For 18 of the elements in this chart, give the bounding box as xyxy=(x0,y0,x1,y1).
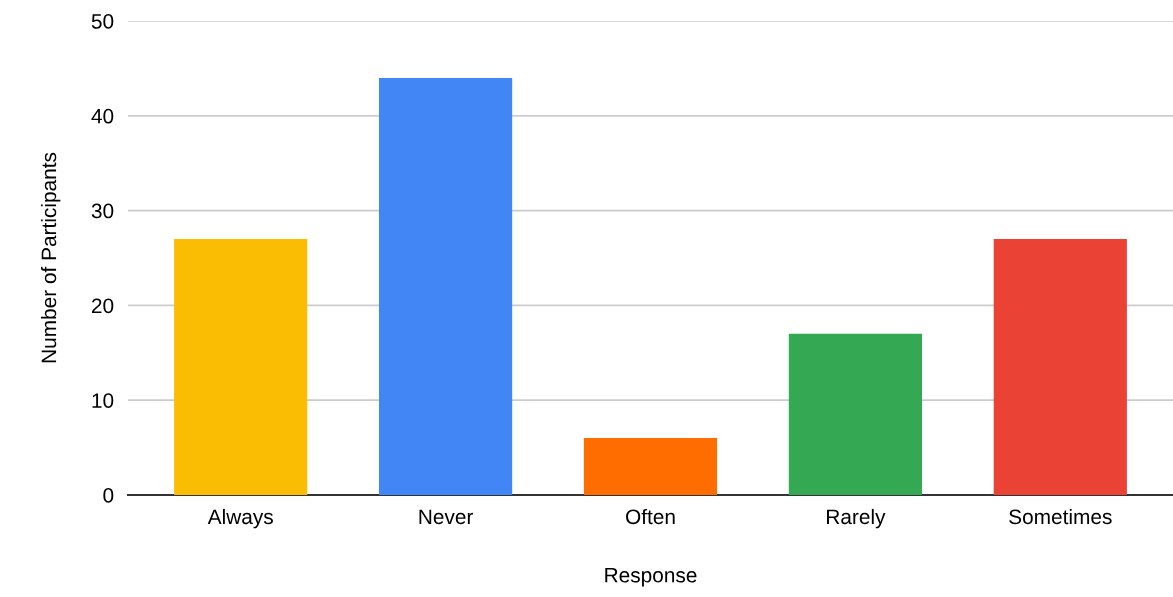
y-tick-label: 20 xyxy=(91,298,114,314)
bar xyxy=(993,239,1127,495)
bar xyxy=(379,77,513,495)
y-tick-label: 0 xyxy=(103,488,114,503)
y-tick-label: 10 xyxy=(92,393,114,408)
bar xyxy=(174,239,308,495)
x-tick-label: Rarely xyxy=(827,508,886,529)
x-tick-label: Always xyxy=(207,508,273,529)
y-tick-label: 30 xyxy=(91,203,114,219)
x-tick-label: Never xyxy=(419,509,474,525)
x-tick-label: Sometimes xyxy=(1009,508,1112,525)
bar xyxy=(583,438,718,495)
x-axis-title: Response xyxy=(605,567,697,587)
bar xyxy=(788,333,922,495)
y-tick-label: 40 xyxy=(91,108,114,124)
x-tick-label: Often xyxy=(626,508,675,525)
y-tick-label: 50 xyxy=(91,14,114,29)
y-axis-title: Number of Participants xyxy=(40,152,61,363)
